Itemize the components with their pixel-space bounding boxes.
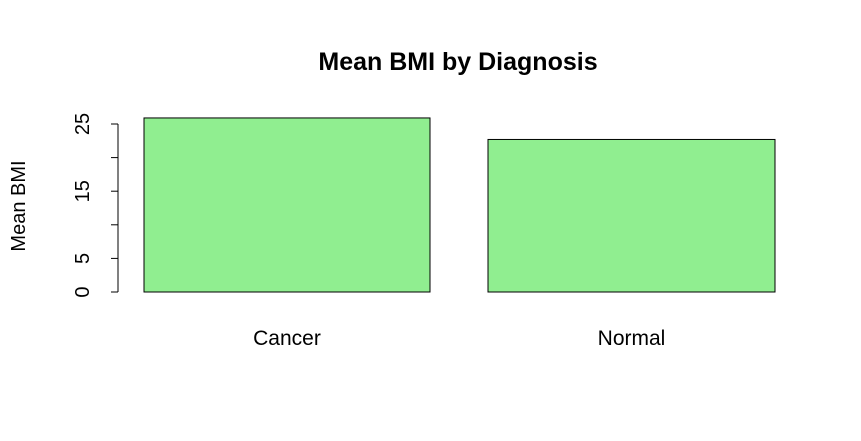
bars-group bbox=[143, 117, 776, 293]
y-axis-label: Mean BMI bbox=[8, 160, 30, 251]
x-axis-category-labels: Cancer Normal bbox=[253, 327, 665, 350]
x-category-label-cancer: Cancer bbox=[253, 327, 321, 350]
bar-normal bbox=[487, 138, 776, 293]
y-tick-label-5: 5 bbox=[72, 253, 94, 264]
chart-title: Mean BMI by Diagnosis bbox=[318, 48, 597, 76]
y-tick-label-15: 15 bbox=[72, 180, 94, 202]
y-tick-label-25: 25 bbox=[72, 113, 94, 135]
bar-cancer bbox=[143, 117, 431, 293]
x-category-label-normal: Normal bbox=[598, 327, 666, 350]
y-axis: 0 5 15 25 bbox=[72, 113, 119, 298]
y-tick-label-0: 0 bbox=[72, 286, 94, 297]
